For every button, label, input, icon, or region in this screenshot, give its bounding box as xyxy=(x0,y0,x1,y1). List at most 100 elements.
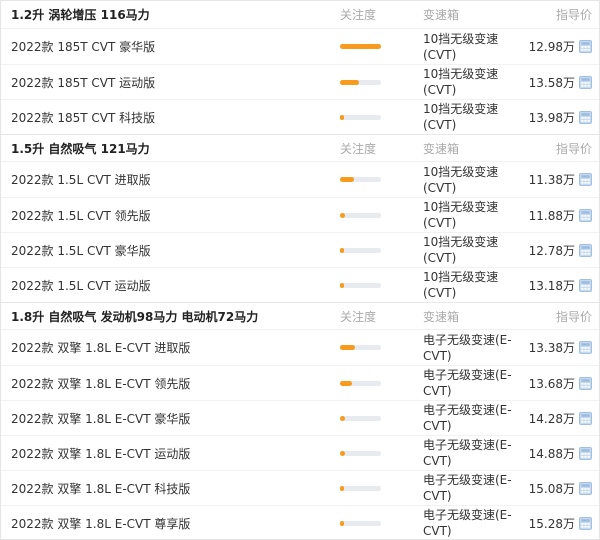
table-row: 2022款 1.5L CVT 进取版 10挡无级变速 (CVT) 11.38万 xyxy=(1,162,599,197)
price-value: 12.78万 xyxy=(528,243,575,258)
column-header-gearbox: 变速箱 xyxy=(423,309,460,324)
attention-bar-track xyxy=(340,485,381,491)
model-name-link[interactable]: 2022款 双擎 1.8L E-CVT 尊享版 xyxy=(11,516,191,531)
model-name-link[interactable]: 2022款 双擎 1.8L E-CVT 运动版 xyxy=(11,446,191,461)
attention-cell xyxy=(340,485,423,491)
column-header-attention: 关注度 xyxy=(340,8,377,22)
engine-section-1-8l-hybrid: 1.8升 自然吸气 发动机98马力 电动机72马力 关注度 变速箱 指导价 20… xyxy=(1,302,599,540)
attention-bar-fill xyxy=(340,212,345,218)
column-header-gearbox: 变速箱 xyxy=(423,8,460,22)
model-name-link[interactable]: 2022款 双擎 1.8L E-CVT 科技版 xyxy=(11,481,191,496)
attention-bar-fill xyxy=(340,380,353,386)
column-header-gearbox: 变速箱 xyxy=(423,141,460,156)
table-row: 2022款 双擎 1.8L E-CVT 进取版 电子无级变速(E-CVT) 13… xyxy=(1,330,599,365)
model-name-link[interactable]: 2022款 1.5L CVT 领先版 xyxy=(11,208,151,223)
calculator-icon[interactable] xyxy=(579,208,592,222)
model-name-link[interactable]: 2022款 1.5L CVT 进取版 xyxy=(11,173,151,187)
attention-bar-track xyxy=(340,177,381,182)
model-name-link[interactable]: 2022款 185T CVT 科技版 xyxy=(11,110,156,125)
model-name-link[interactable]: 2022款 1.5L CVT 豪华版 xyxy=(11,243,151,258)
attention-bar-track xyxy=(340,345,381,350)
attention-bar-track xyxy=(340,380,381,386)
price-cell: 14.88万 xyxy=(527,445,599,462)
attention-cell xyxy=(340,44,423,49)
attention-bar-fill xyxy=(340,415,345,421)
attention-bar-fill xyxy=(340,520,344,526)
calculator-icon[interactable] xyxy=(579,110,592,124)
table-row: 2022款 185T CVT 科技版 10挡无级变速 (CVT) 13.98万 xyxy=(1,99,599,134)
attention-cell xyxy=(340,345,423,350)
gearbox-cell: 10挡无级变速 (CVT) xyxy=(423,200,499,230)
gearbox-cell: 10挡无级变速 (CVT) xyxy=(423,164,499,195)
gearbox-cell: 电子无级变速(E-CVT) xyxy=(423,403,512,433)
price-value: 11.88万 xyxy=(528,208,575,223)
model-name-link[interactable]: 2022款 双擎 1.8L E-CVT 进取版 xyxy=(11,341,191,355)
price-cell: 13.98万 xyxy=(527,109,599,126)
gearbox-cell: 电子无级变速(E-CVT) xyxy=(423,438,512,468)
attention-bar-track xyxy=(340,450,381,456)
price-cell: 15.28万 xyxy=(527,515,599,532)
attention-bar-fill xyxy=(340,247,344,253)
table-row: 2022款 1.5L CVT 豪华版 10挡无级变速 (CVT) 12.78万 xyxy=(1,232,599,267)
calculator-icon[interactable] xyxy=(579,40,592,53)
attention-cell xyxy=(340,450,423,456)
attention-bar-track xyxy=(340,247,381,253)
attention-bar-track xyxy=(340,79,381,85)
column-header-price: 指导价 xyxy=(555,141,592,156)
calculator-icon[interactable] xyxy=(579,481,592,495)
section-header: 1.8升 自然吸气 发动机98马力 电动机72马力 关注度 变速箱 指导价 xyxy=(1,302,599,330)
model-name-link[interactable]: 2022款 185T CVT 运动版 xyxy=(11,75,156,90)
attention-bar-track xyxy=(340,282,381,288)
price-cell: 12.78万 xyxy=(527,242,599,259)
engine-section-1-5l: 1.5升 自然吸气 121马力 关注度 变速箱 指导价 2022款 1.5L C… xyxy=(1,134,599,302)
table-row: 2022款 1.5L CVT 运动版 10挡无级变速 (CVT) 13.18万 xyxy=(1,267,599,302)
attention-cell xyxy=(340,79,423,85)
model-name-link[interactable]: 2022款 双擎 1.8L E-CVT 豪华版 xyxy=(11,411,191,426)
attention-bar-fill xyxy=(340,44,381,49)
calculator-icon[interactable] xyxy=(579,376,592,390)
price-value: 13.38万 xyxy=(528,341,575,355)
price-value: 15.08万 xyxy=(528,481,575,496)
calculator-icon[interactable] xyxy=(579,278,592,292)
attention-cell xyxy=(340,520,423,526)
section-title: 1.8升 自然吸气 发动机98马力 电动机72马力 xyxy=(11,309,259,324)
attention-cell xyxy=(340,282,423,288)
calculator-icon[interactable] xyxy=(579,173,592,186)
section-title: 1.5升 自然吸气 121马力 xyxy=(11,141,150,156)
table-row: 2022款 双擎 1.8L E-CVT 豪华版 电子无级变速(E-CVT) 14… xyxy=(1,400,599,435)
model-name-link[interactable]: 2022款 1.5L CVT 运动版 xyxy=(11,278,151,293)
calculator-icon[interactable] xyxy=(579,446,592,460)
calculator-icon[interactable] xyxy=(579,516,592,530)
gearbox-cell: 10挡无级变速 (CVT) xyxy=(423,102,499,132)
attention-bar-fill xyxy=(340,79,359,85)
price-value: 11.38万 xyxy=(528,173,575,187)
attention-bar-fill xyxy=(340,485,344,491)
attention-bar-fill xyxy=(340,177,354,182)
gearbox-cell: 10挡无级变速 (CVT) xyxy=(423,235,499,265)
section-header: 1.5升 自然吸气 121马力 关注度 变速箱 指导价 xyxy=(1,134,599,162)
calculator-icon[interactable] xyxy=(579,75,592,89)
calculator-icon[interactable] xyxy=(579,243,592,257)
attention-cell xyxy=(340,247,423,253)
column-header-price: 指导价 xyxy=(555,8,592,22)
price-value: 15.28万 xyxy=(528,516,575,531)
attention-cell xyxy=(340,212,423,218)
gearbox-cell: 10挡无级变速 (CVT) xyxy=(423,270,499,300)
table-row: 2022款 双擎 1.8L E-CVT 科技版 电子无级变速(E-CVT) 15… xyxy=(1,470,599,505)
column-header-attention: 关注度 xyxy=(340,309,377,324)
attention-bar-track xyxy=(340,44,381,49)
model-name-link[interactable]: 2022款 185T CVT 豪华版 xyxy=(11,40,156,54)
calculator-icon[interactable] xyxy=(579,411,592,425)
attention-cell xyxy=(340,415,423,421)
price-cell: 13.58万 xyxy=(527,74,599,91)
price-value: 13.98万 xyxy=(528,110,575,125)
gearbox-cell: 电子无级变速(E-CVT) xyxy=(423,473,512,503)
model-name-link[interactable]: 2022款 双擎 1.8L E-CVT 领先版 xyxy=(11,376,191,391)
calculator-icon[interactable] xyxy=(579,341,592,354)
price-value: 13.68万 xyxy=(528,376,575,391)
table-row: 2022款 185T CVT 运动版 10挡无级变速 (CVT) 13.58万 xyxy=(1,64,599,99)
price-value: 13.18万 xyxy=(528,278,575,293)
section-header: 1.2升 涡轮增压 116马力 关注度 变速箱 指导价 xyxy=(1,1,599,29)
attention-bar-track xyxy=(340,415,381,421)
